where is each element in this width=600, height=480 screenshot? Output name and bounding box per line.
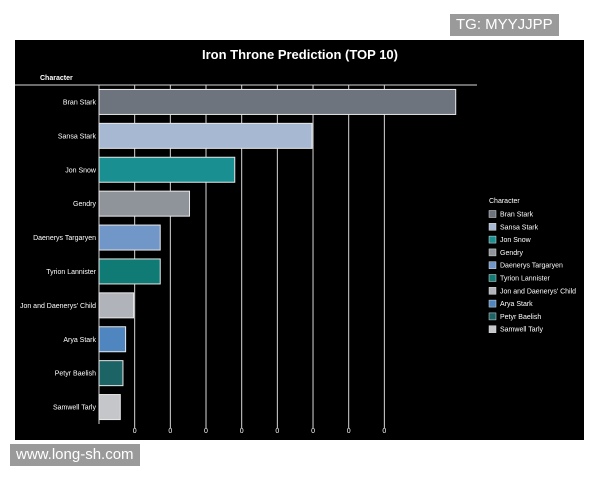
legend-entry-label: Jon and Daenerys' Child	[500, 288, 576, 295]
bar-1	[98, 88, 457, 115]
category-label: Bran Stark	[63, 99, 97, 106]
legend: Character Bran Stark Sansa Stark Jon Snow G…	[488, 198, 576, 334]
bar-3	[98, 156, 236, 183]
legend-entry-label: Petyr Baelish	[500, 314, 541, 321]
x-tick-label: 0	[204, 428, 208, 435]
legend-entry-label: Gendry	[500, 250, 523, 257]
category-label: Petyr Baelish	[55, 371, 96, 378]
x-tick-label: 0	[240, 428, 244, 435]
legend-swatch	[488, 223, 497, 231]
category-label: Tyrion Lannister	[46, 269, 96, 276]
legend-swatch	[488, 312, 497, 321]
category-label: Samwell Tarly	[53, 405, 97, 412]
legend-entry-label: Arya Stark	[500, 301, 533, 308]
bar-8	[98, 326, 127, 353]
legend-entry-label: Jon Snow	[500, 237, 532, 244]
x-tick-label: 0	[347, 428, 351, 435]
x-tick-label: 0	[133, 428, 137, 435]
x-tick-label: 0	[382, 428, 386, 435]
x-tick-label: 0	[275, 428, 279, 435]
x-tick-label: 0	[168, 428, 172, 435]
legend-entry-label: Sansa Stark	[500, 224, 539, 231]
x-axis-ticks: 0 0 0 0 0 0 0 0	[133, 424, 386, 435]
category-label: Jon Snow	[65, 167, 97, 174]
category-label: Sansa Stark	[58, 133, 97, 140]
legend-swatch	[488, 261, 497, 269]
bar-10	[98, 394, 121, 421]
legend-swatch	[488, 274, 497, 282]
legend-swatch	[488, 299, 497, 308]
bar-5	[98, 224, 161, 251]
bar-7	[98, 292, 135, 319]
x-tick-label: 0	[311, 428, 315, 435]
category-header: Character	[40, 75, 73, 82]
legend-swatch	[488, 325, 497, 333]
bars-layer	[98, 88, 457, 421]
legend-swatch	[488, 210, 497, 218]
watermark-bottom: www.long-sh.com	[10, 444, 140, 466]
category-labels: Bran Stark Sansa Stark Jon Snow Gendry Daene…	[20, 99, 97, 411]
watermark-top: TG: MYYJJPP	[450, 14, 559, 36]
legend-entry-label: Bran Stark	[500, 212, 534, 219]
category-label: Arya Stark	[63, 337, 96, 344]
legend-title: Character	[489, 198, 520, 205]
legend-entry-label: Tyrion Lannister	[500, 276, 550, 283]
bar-2	[98, 122, 313, 149]
legend-entry-label: Daenerys Targaryen	[500, 263, 563, 270]
legend-entry-label: Samwell Tarly	[500, 327, 544, 334]
bar-9	[98, 360, 124, 387]
legend-swatch	[488, 235, 497, 244]
bar-4	[98, 190, 191, 217]
chart-title: Iron Throne Prediction (TOP 10)	[202, 47, 398, 62]
legend-swatch	[488, 248, 497, 257]
legend-swatch	[488, 287, 497, 295]
category-label: Gendry	[73, 201, 96, 208]
category-label: Daenerys Targaryen	[33, 235, 96, 242]
category-label: Jon and Daenerys' Child	[20, 303, 96, 310]
bar-6	[98, 258, 161, 285]
